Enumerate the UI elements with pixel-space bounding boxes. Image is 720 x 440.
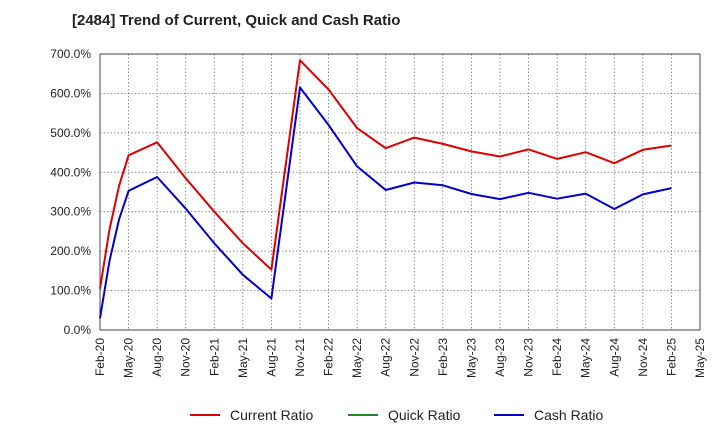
chart-title: [2484] Trend of Current, Quick and Cash … <box>72 12 401 29</box>
y-tick-label: 200.0% <box>50 244 91 258</box>
legend-label-cash: Cash Ratio <box>534 407 604 423</box>
legend-item-quick: Quick Ratio <box>348 403 460 427</box>
x-tick-label: Feb-24 <box>550 338 564 376</box>
series-line-cash-ratio <box>99 86 672 319</box>
legend-item-current: Current Ratio <box>190 403 313 427</box>
legend-item-cash: Cash Ratio <box>494 403 603 427</box>
x-tick-label: Aug-24 <box>607 338 621 377</box>
y-tick-label: 700.0% <box>50 47 91 61</box>
chart-plot: 0.0% 100.0% 200.0% 300.0% 400.0% 500.0% 600.0%… <box>50 47 707 378</box>
x-tick-label: Nov-22 <box>407 338 421 377</box>
y-tick-label: 500.0% <box>50 126 91 140</box>
x-tick-label: May-25 <box>693 338 707 378</box>
x-tick-label: Aug-22 <box>379 338 393 377</box>
y-axis-labels: 0.0% 100.0% 200.0% 300.0% 400.0% 500.0% 600.0%… <box>50 47 91 337</box>
y-tick-label: 600.0% <box>50 86 91 100</box>
x-tick-label: Nov-24 <box>636 338 650 377</box>
grid-layer <box>99 53 701 331</box>
legend-swatch-current <box>190 414 220 416</box>
y-tick-label: 0.0% <box>64 323 92 337</box>
x-tick-label: Nov-23 <box>522 338 536 377</box>
y-tick-label: 300.0% <box>50 205 91 219</box>
x-tick-label: May-21 <box>236 338 250 378</box>
legend-swatch-cash <box>494 414 524 416</box>
x-tick-label: Nov-20 <box>179 338 193 377</box>
y-tick-label: 400.0% <box>50 165 91 179</box>
x-tick-label: Aug-21 <box>264 338 278 377</box>
series-line-current-ratio <box>99 59 672 289</box>
legend-label-quick: Quick Ratio <box>388 407 461 423</box>
x-tick-label: Feb-23 <box>436 338 450 376</box>
x-tick-label: May-20 <box>122 338 136 378</box>
x-tick-label: May-23 <box>464 338 478 378</box>
x-tick-label: Aug-23 <box>493 338 507 377</box>
legend-label-current: Current Ratio <box>230 407 314 423</box>
x-tick-label: Feb-21 <box>207 338 221 376</box>
x-tick-label: May-22 <box>350 338 364 378</box>
legend-swatch-quick <box>348 414 378 416</box>
x-tick-label: Feb-22 <box>322 338 336 376</box>
x-tick-label: May-24 <box>579 338 593 378</box>
plot-frame <box>99 53 701 331</box>
legend: Current Ratio Quick Ratio Cash Ratio <box>0 403 720 427</box>
x-tick-label: Feb-20 <box>93 338 107 376</box>
x-tick-label: Feb-25 <box>664 338 678 376</box>
x-tick-label: Nov-21 <box>293 338 307 377</box>
series-layer <box>99 59 672 319</box>
x-tick-label: Aug-20 <box>150 338 164 377</box>
x-axis-labels: Feb-20 May-20 Aug-20 Nov-20 Feb-21 May-21 Aug-… <box>93 338 707 378</box>
y-tick-label: 100.0% <box>50 284 91 298</box>
